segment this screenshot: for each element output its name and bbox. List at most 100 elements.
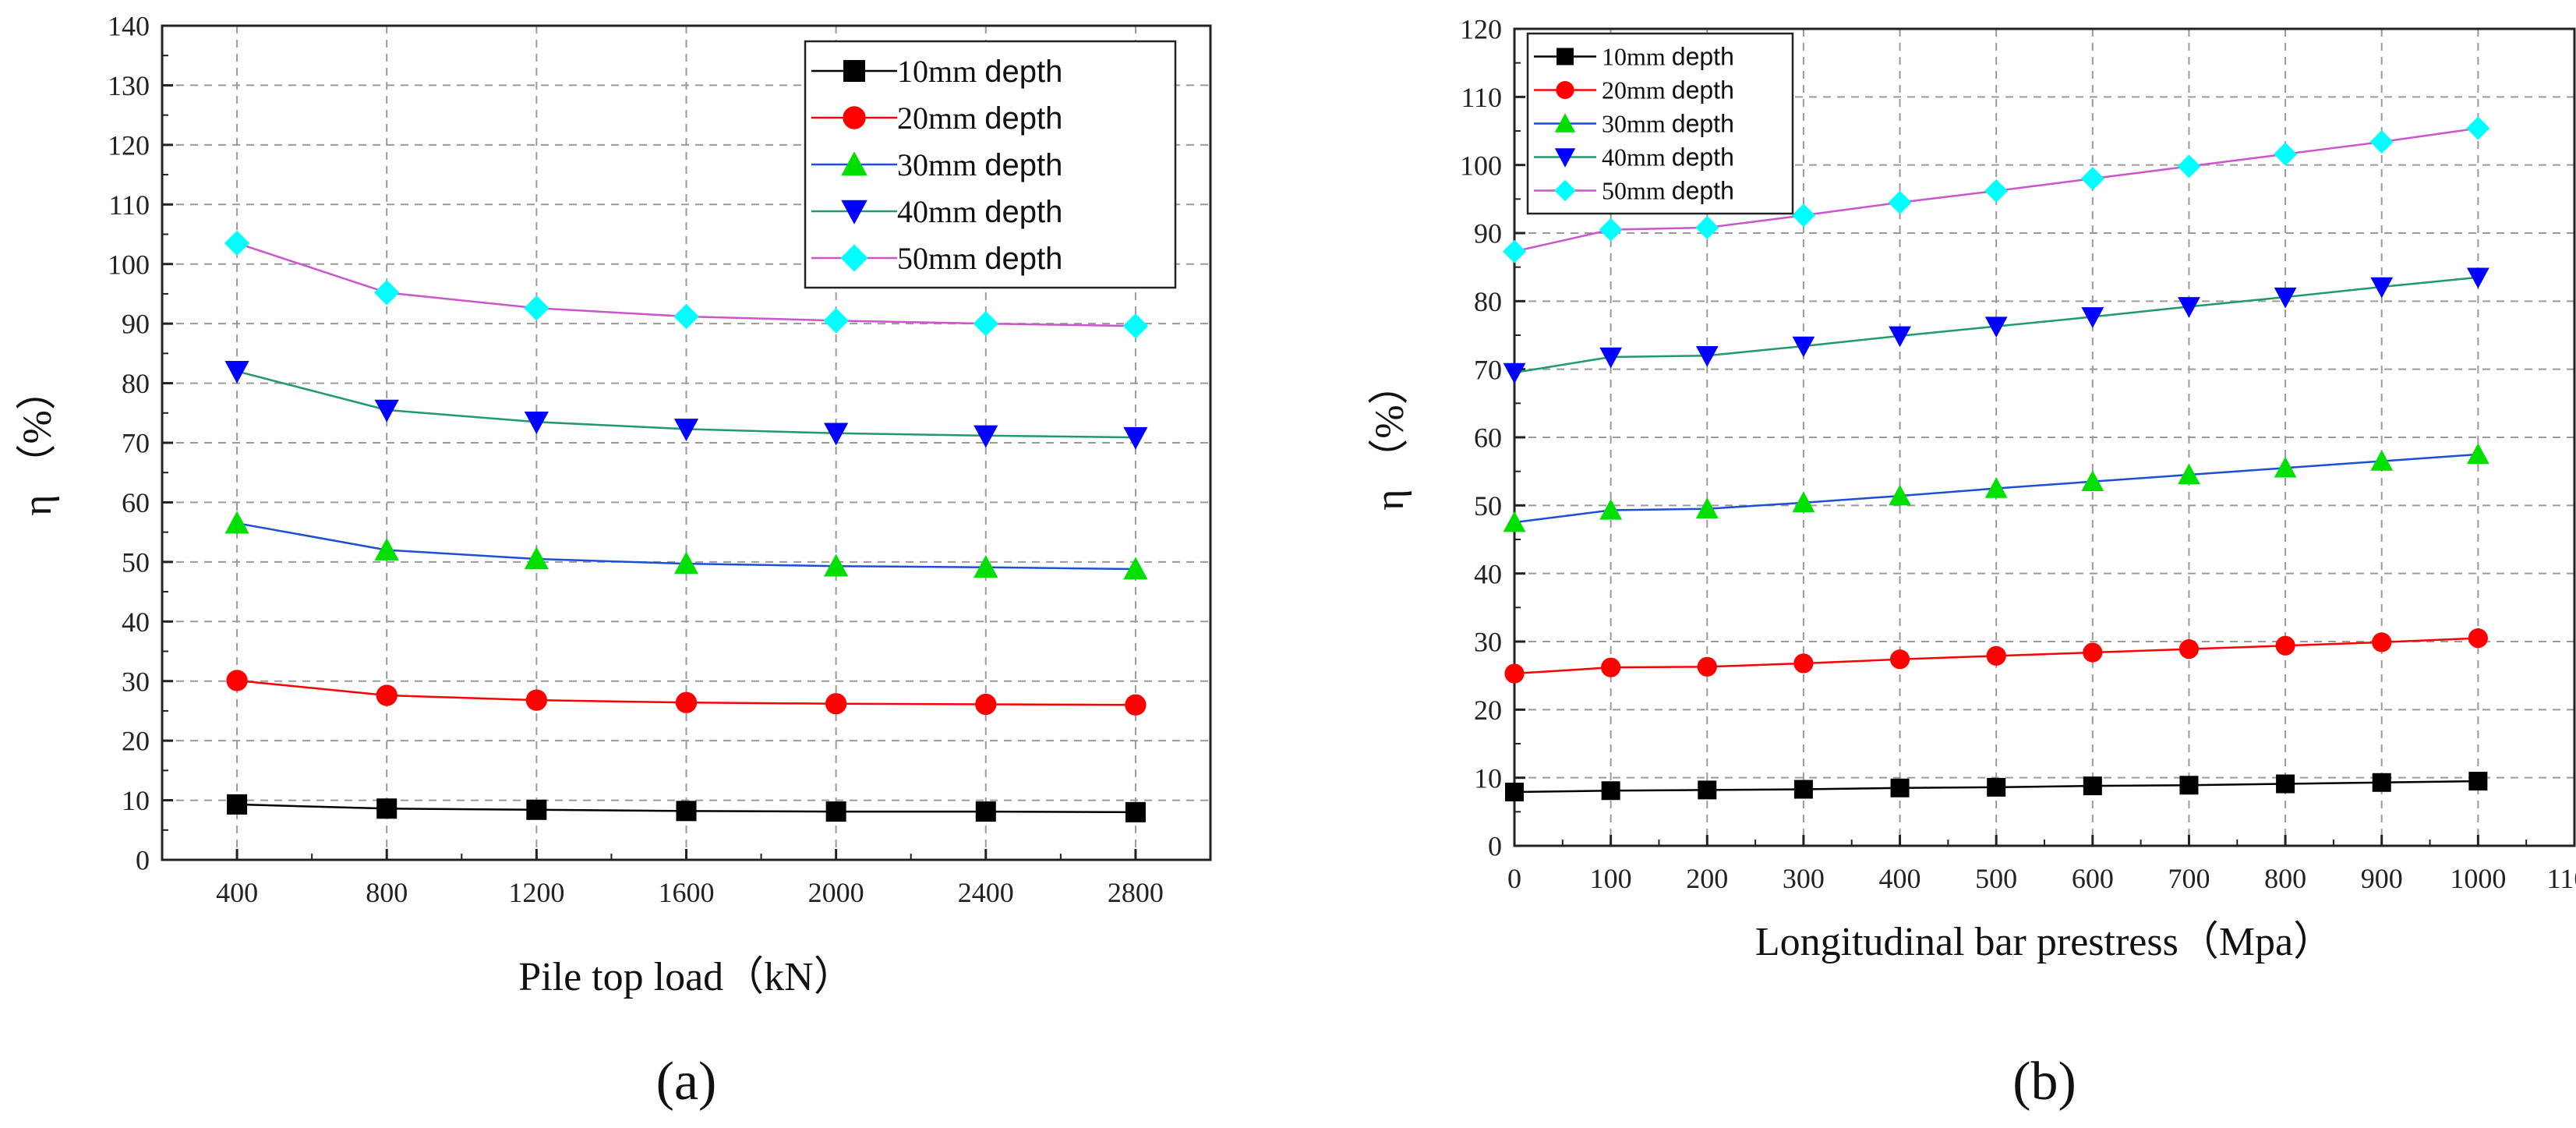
data-point — [673, 551, 699, 575]
data-point — [2468, 628, 2488, 649]
x-tick-label: 100 — [1590, 863, 1632, 894]
x-tick-label: 600 — [2072, 863, 2114, 894]
x-tick-label: 400 — [1879, 863, 1921, 894]
data-point — [1888, 190, 1912, 214]
series-10mm — [1505, 772, 2488, 802]
data-point — [1695, 497, 1719, 518]
data-point — [1889, 649, 1910, 670]
series-20mm — [226, 670, 1147, 716]
data-point — [1697, 656, 1717, 677]
y-axis: 0 10 20 30 40 50 60 70 80 90 100 110 120 130 140 — [108, 11, 173, 876]
legend-label: 50mm depth — [897, 241, 1062, 276]
data-point — [2177, 154, 2201, 179]
panel-label: (a) — [656, 1052, 717, 1112]
data-point — [1599, 217, 1623, 242]
data-point — [2466, 116, 2490, 140]
data-point — [1792, 336, 1815, 358]
data-point — [974, 555, 998, 578]
data-point — [373, 280, 400, 306]
x-tick-label: 200 — [1686, 863, 1728, 894]
data-point — [1122, 313, 1149, 339]
data-point — [974, 425, 998, 448]
data-point — [376, 798, 398, 819]
data-point — [676, 801, 697, 822]
y-axis: 0 10 20 30 40 50 60 70 80 90 100 110 120 — [1460, 14, 1525, 862]
data-point — [2274, 142, 2298, 166]
data-point — [2370, 277, 2394, 299]
data-point — [1984, 477, 2008, 498]
y-tick-label: 40 — [1474, 558, 1502, 589]
y-tick-label: 10 — [1474, 762, 1502, 794]
data-point — [1695, 216, 1719, 240]
data-point — [1503, 239, 1526, 263]
legend-label: 20mm depth — [1602, 76, 1734, 104]
data-point — [2372, 632, 2392, 652]
data-point — [524, 546, 549, 570]
legend-marker — [840, 244, 868, 272]
series-20mm — [1504, 628, 2488, 684]
x-tick-label: 500 — [1975, 863, 2017, 894]
data-point — [2274, 456, 2297, 478]
data-point — [2276, 774, 2295, 794]
data-point — [2081, 470, 2104, 492]
data-point — [2083, 776, 2102, 796]
data-point — [2466, 443, 2489, 465]
data-point — [374, 399, 399, 423]
x-tick-label: 700 — [2168, 863, 2210, 894]
data-point — [2372, 773, 2391, 792]
x-tick-label: 2000 — [808, 877, 864, 908]
y-tick-label: 110 — [108, 189, 150, 221]
legend-marker — [1556, 80, 1574, 100]
data-point — [2178, 463, 2200, 485]
data-point — [2369, 129, 2394, 154]
data-point — [1791, 203, 1815, 228]
data-point — [1123, 557, 1148, 580]
data-point — [2370, 450, 2394, 471]
legend-marker — [843, 106, 866, 129]
data-point — [2466, 267, 2489, 289]
legend-marker — [1554, 113, 1576, 133]
chart-panel-b: 0 10 20 30 40 50 60 70 80 90 100 110 120 0 100 200 300 40… — [1368, 14, 2576, 1112]
data-point — [224, 230, 250, 256]
y-tick-label: 90 — [122, 309, 150, 340]
chart-panel-a: 0 10 20 30 40 50 60 70 80 90 100 110 120 130 140 400 800… — [16, 11, 1212, 1112]
x-axis: 400 800 1200 1600 2000 2400 2800 — [216, 849, 1164, 908]
data-point — [1698, 780, 1717, 800]
x-tick-label: 900 — [2361, 863, 2403, 894]
y-tick-label: 50 — [1474, 490, 1502, 522]
y-tick-label: 30 — [1474, 627, 1502, 658]
data-point — [1889, 484, 1911, 506]
y-tick-label: 50 — [122, 546, 150, 578]
series-30mm — [224, 511, 1148, 580]
data-point — [374, 537, 399, 560]
data-point — [1503, 362, 1526, 384]
x-tick-label: 1000 — [2450, 863, 2506, 894]
y-axis-title: η （%） — [16, 370, 60, 516]
data-point — [1125, 801, 1146, 822]
series-30mm — [1503, 443, 2489, 532]
legend-marker — [1557, 48, 1574, 65]
data-point — [1599, 499, 1623, 520]
x-tick-label: 1100 — [2547, 863, 2576, 894]
data-point — [2179, 776, 2199, 795]
data-point — [2274, 287, 2297, 309]
data-point — [226, 670, 248, 691]
data-point — [1125, 694, 1147, 716]
y-tick-label: 120 — [1460, 14, 1502, 45]
legend-label: 50mm depth — [1602, 177, 1734, 205]
data-point — [525, 689, 548, 711]
x-axis-title: Pile top load（kN） — [518, 955, 853, 999]
data-point — [227, 794, 248, 815]
data-point — [1986, 645, 2006, 666]
data-point — [1599, 347, 1623, 369]
data-point — [376, 684, 398, 706]
data-point — [526, 799, 547, 820]
y-tick-label: 20 — [1474, 695, 1502, 726]
data-point — [673, 303, 699, 330]
data-point — [524, 295, 549, 321]
y-tick-label: 140 — [108, 11, 150, 42]
legend-label: 10mm depth — [897, 54, 1062, 89]
series-10mm — [227, 794, 1146, 822]
y-tick-label: 110 — [1461, 82, 1502, 113]
